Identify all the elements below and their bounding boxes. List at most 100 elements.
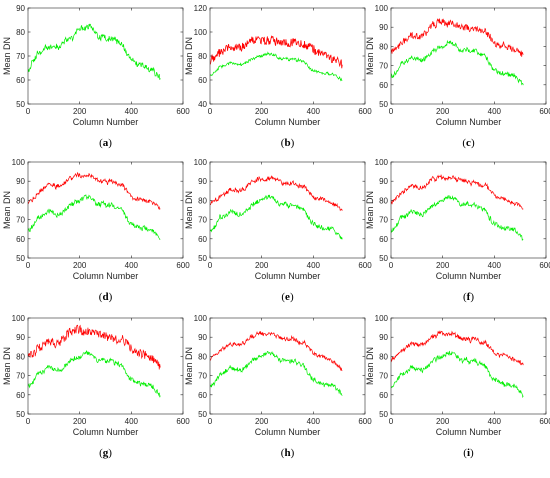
y-axis-label: Mean DN [365,37,375,75]
raw-series-line [28,194,161,240]
corrected-series-line [210,175,343,212]
x-tick-label: 600 [176,261,190,270]
y-tick-label: 80 [379,42,388,51]
x-axis-label: Column Number [255,271,321,281]
x-tick-label: 0 [26,261,31,270]
y-tick-label: 60 [198,76,207,85]
y-tick-label: 50 [379,410,388,419]
y-tick-label: 60 [16,76,25,85]
chart-panel-2: 0 200 400 600 40 60 80 100 120 Column Number Mean … [184,4,372,149]
y-tick-label: 90 [379,333,388,342]
y-tick-label: 80 [16,196,25,205]
axes-box [27,7,184,105]
raw-series-line [210,51,343,82]
panel-letter: (i) [463,447,474,459]
y-tick-label: 80 [198,196,207,205]
y-tick-label: 40 [198,100,207,109]
y-tick-label: 60 [16,235,25,244]
y-axis-label: Mean DN [184,37,194,75]
y-tick-label: 70 [198,216,207,225]
x-tick-label: 0 [208,261,213,270]
y-tick-label: 60 [16,391,25,400]
chart-panel-5: 0 200 400 600 50 60 70 80 90 100 Column Number Mean… [184,158,372,303]
y-tick-label: 100 [194,314,208,323]
corrected-series-line [210,35,343,69]
y-tick-label: 100 [12,158,26,167]
x-axis-label: Column Number [73,117,139,127]
x-tick-label: 200 [255,417,269,426]
axes-box [209,7,366,105]
axes-box [209,317,366,415]
y-tick-label: 60 [379,391,388,400]
raw-series-line [28,23,161,80]
y-tick-label: 70 [379,216,388,225]
chart-panel-9: 0 200 400 600 50 60 70 80 90 100 Column Number Mean… [365,314,550,459]
y-tick-label: 90 [16,333,25,342]
y-tick-label: 70 [379,372,388,381]
y-tick-label: 80 [379,196,388,205]
panel-letter: (g) [99,447,112,459]
x-tick-label: 200 [436,107,450,116]
x-tick-label: 600 [358,261,372,270]
y-tick-label: 120 [194,4,208,13]
y-tick-label: 70 [379,62,388,71]
x-tick-label: 0 [208,107,213,116]
y-tick-label: 60 [379,235,388,244]
x-tick-label: 600 [539,261,550,270]
y-tick-label: 90 [16,177,25,186]
x-tick-label: 200 [73,417,87,426]
y-tick-label: 70 [16,216,25,225]
y-tick-label: 60 [379,81,388,90]
axes-box [209,161,366,259]
panel-letter: (f) [463,291,474,303]
y-tick-label: 50 [16,254,25,263]
panel-letter: (a) [99,137,112,149]
x-tick-label: 400 [307,417,321,426]
raw-series-line [391,350,524,399]
y-tick-label: 90 [379,23,388,32]
x-tick-label: 200 [436,417,450,426]
chart-panel-1: 0 200 400 600 50 60 70 80 90 Column Number Mean DN… [2,4,190,149]
y-axis-label: Mean DN [2,37,12,75]
chart-panel-4: 0 200 400 600 50 60 70 80 90 100 Column Number Mean… [2,158,190,303]
x-tick-label: 0 [208,417,213,426]
axes-box [27,317,184,415]
x-tick-label: 400 [488,417,502,426]
corrected-series-line [210,330,343,372]
chart-panel-8: 0 200 400 600 50 60 70 80 90 100 Column Number Mean… [184,314,372,459]
corrected-series-line [391,330,524,366]
corrected-series-line [391,18,524,57]
x-tick-label: 600 [176,417,190,426]
y-tick-label: 70 [16,372,25,381]
y-tick-label: 80 [16,28,25,37]
x-axis-label: Column Number [255,427,321,437]
chart-panel-3: 0 200 400 600 50 60 70 80 90 100 Column Number Mean… [365,4,550,149]
y-tick-label: 70 [198,372,207,381]
x-tick-label: 400 [488,261,502,270]
x-tick-label: 600 [539,417,550,426]
x-tick-label: 200 [73,107,87,116]
y-axis-label: Mean DN [365,191,375,229]
x-tick-label: 0 [389,107,394,116]
y-tick-label: 80 [198,52,207,61]
y-tick-label: 50 [379,100,388,109]
panel-letter: (e) [281,291,294,303]
panel-letter: (h) [281,447,295,459]
x-tick-label: 0 [389,417,394,426]
y-tick-label: 100 [375,4,389,13]
x-tick-label: 600 [358,107,372,116]
y-axis-label: Mean DN [184,347,194,385]
x-axis-label: Column Number [436,117,502,127]
y-tick-label: 70 [16,52,25,61]
x-tick-label: 600 [176,107,190,116]
x-axis-label: Column Number [73,427,139,437]
x-tick-label: 200 [73,261,87,270]
y-axis-label: Mean DN [184,191,194,229]
raw-series-line [391,195,524,242]
y-tick-label: 50 [16,100,25,109]
corrected-series-line [28,324,161,370]
x-tick-label: 200 [255,261,269,270]
chart-panel-6: 0 200 400 600 50 60 70 80 90 100 Column Number Mean… [365,158,550,303]
y-tick-label: 90 [379,177,388,186]
